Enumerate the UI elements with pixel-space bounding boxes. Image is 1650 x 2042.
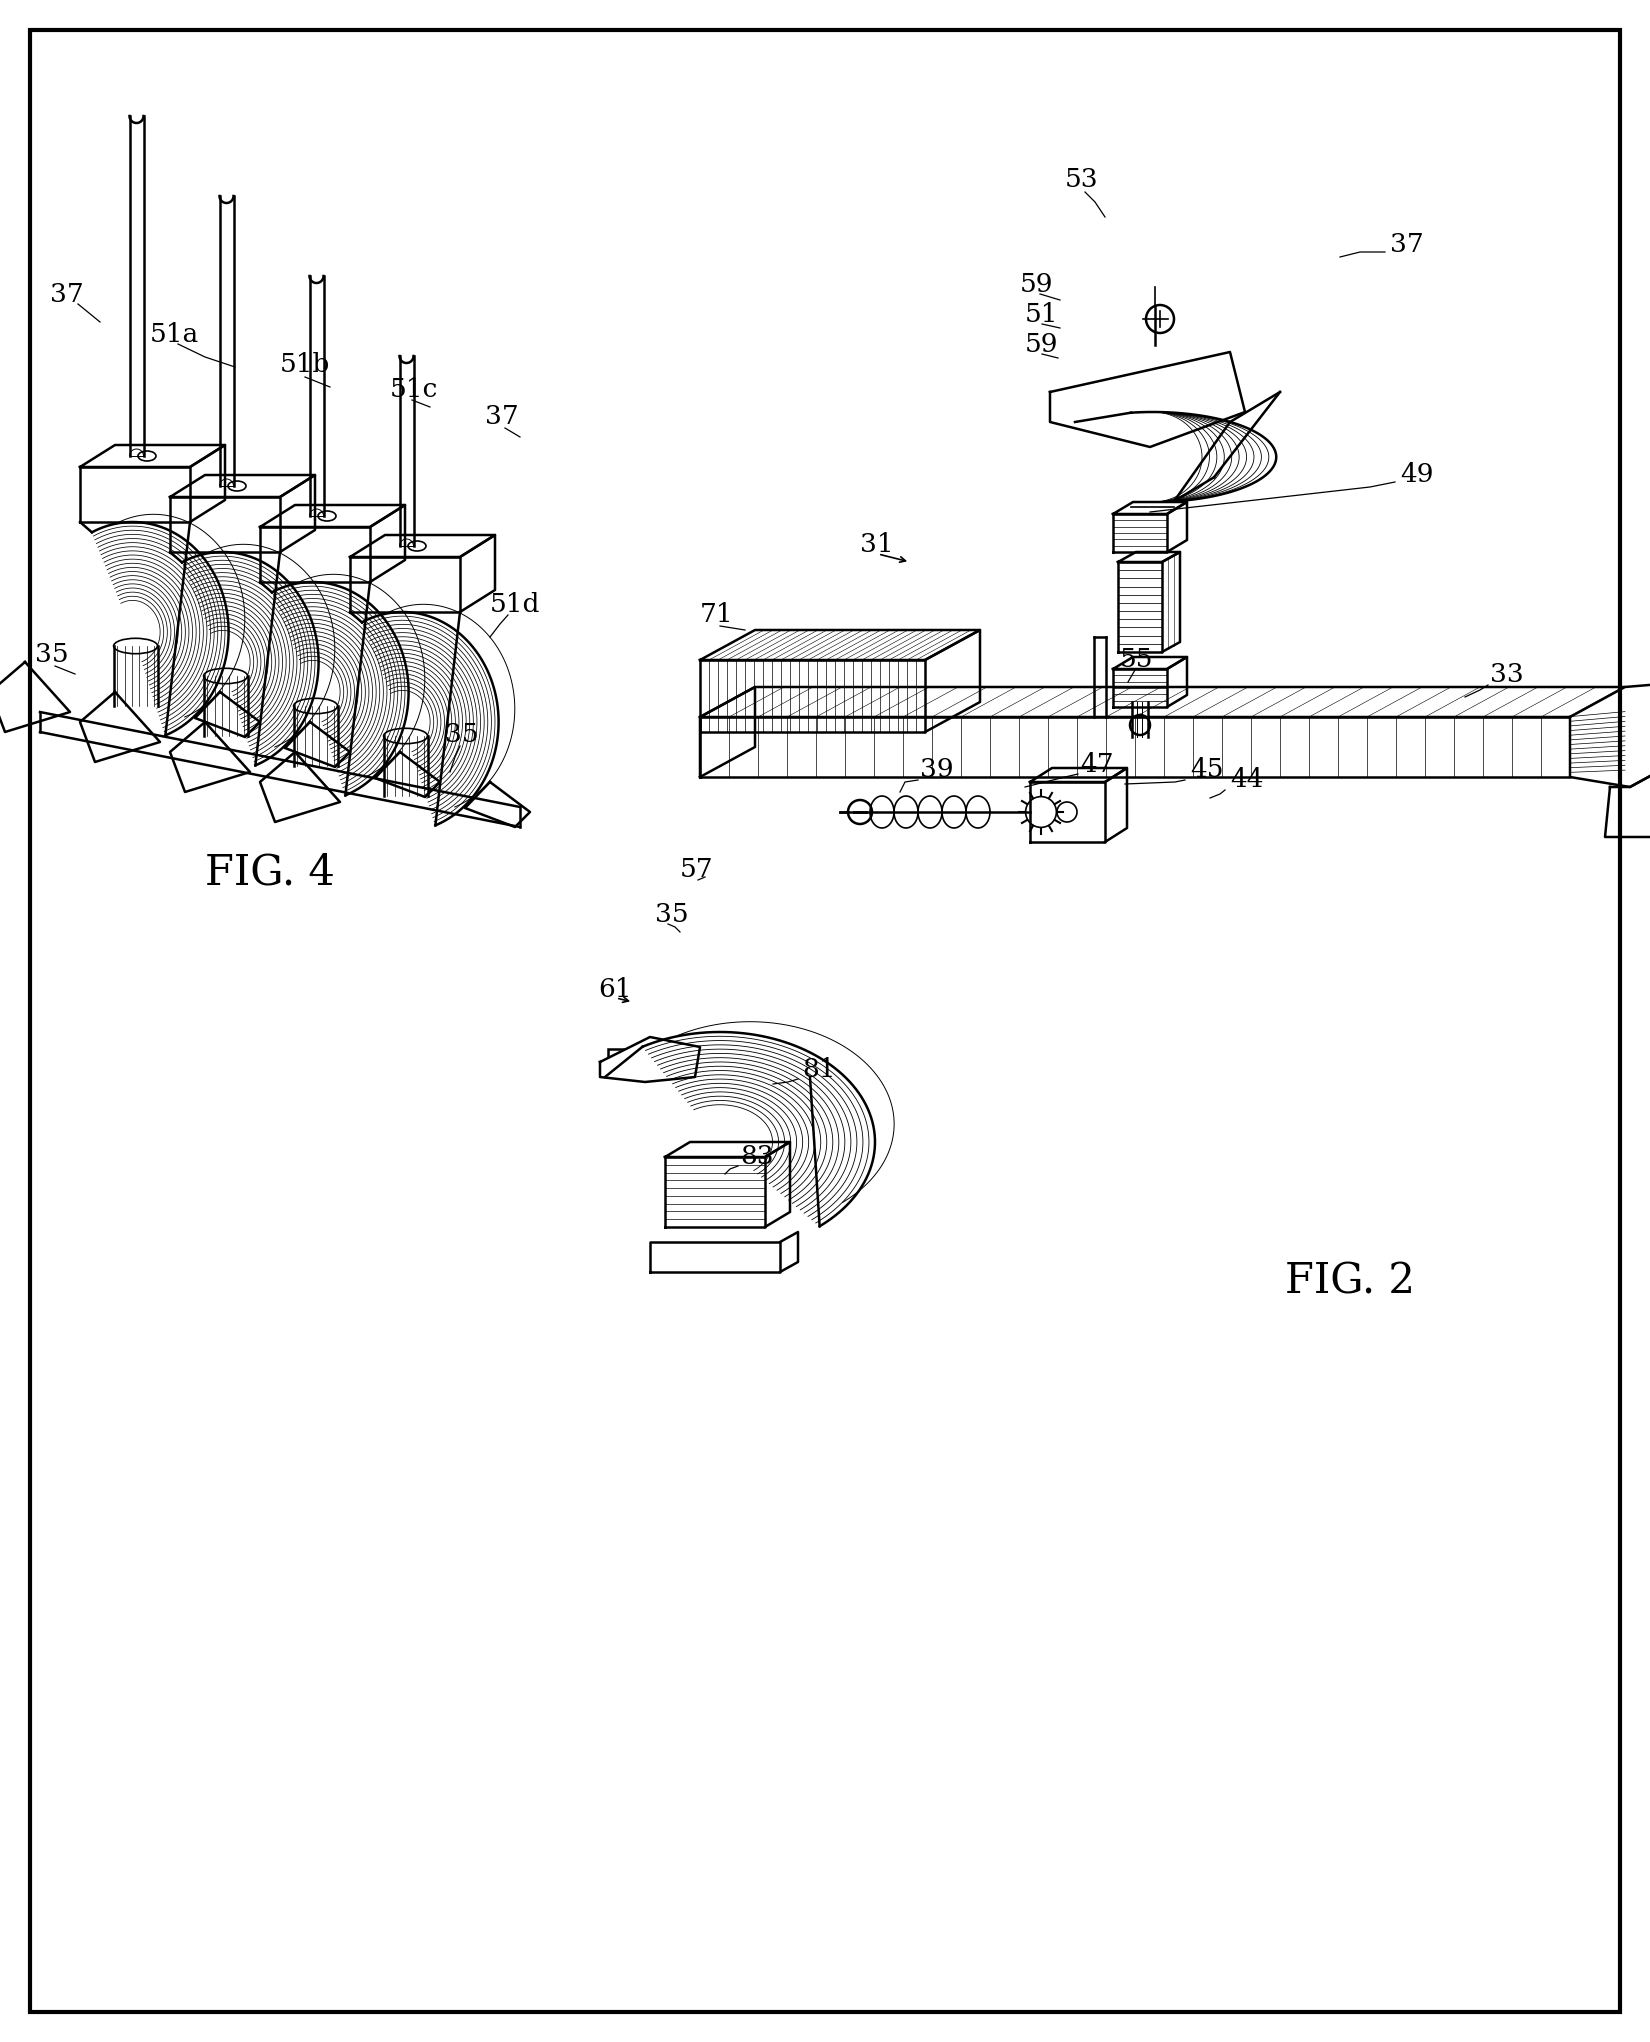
Text: 83: 83 (739, 1144, 774, 1168)
Text: 35: 35 (446, 723, 478, 747)
Text: 39: 39 (921, 758, 954, 782)
Text: 51: 51 (1025, 302, 1059, 327)
Text: 55: 55 (1120, 647, 1153, 672)
Text: 51b: 51b (280, 351, 330, 378)
Polygon shape (1049, 351, 1246, 447)
Text: FIG. 2: FIG. 2 (1285, 1262, 1416, 1303)
Text: 37: 37 (1389, 233, 1424, 257)
Text: FIG. 4: FIG. 4 (205, 852, 335, 892)
Text: 44: 44 (1229, 768, 1264, 792)
Text: 71: 71 (700, 602, 734, 627)
Text: 57: 57 (680, 858, 713, 882)
Text: 51c: 51c (389, 378, 439, 402)
Text: 31: 31 (860, 533, 894, 557)
Bar (607, 1050, 644, 1070)
Text: 81: 81 (802, 1058, 835, 1082)
Text: 51a: 51a (150, 323, 200, 347)
Text: 53: 53 (1064, 167, 1099, 192)
Text: 35: 35 (655, 903, 688, 927)
Text: 51d: 51d (490, 592, 541, 617)
Text: 45: 45 (1190, 758, 1224, 782)
Polygon shape (601, 1037, 700, 1082)
Text: 59: 59 (1025, 333, 1059, 357)
Text: 59: 59 (1020, 272, 1053, 296)
Text: 47: 47 (1081, 751, 1114, 778)
Text: 37: 37 (50, 282, 84, 306)
Polygon shape (1571, 682, 1650, 786)
Text: 49: 49 (1399, 461, 1434, 486)
Polygon shape (1605, 758, 1650, 837)
Text: 37: 37 (485, 404, 518, 429)
Text: 61: 61 (597, 976, 632, 1003)
Text: 35: 35 (35, 641, 69, 668)
Text: 33: 33 (1490, 662, 1523, 686)
